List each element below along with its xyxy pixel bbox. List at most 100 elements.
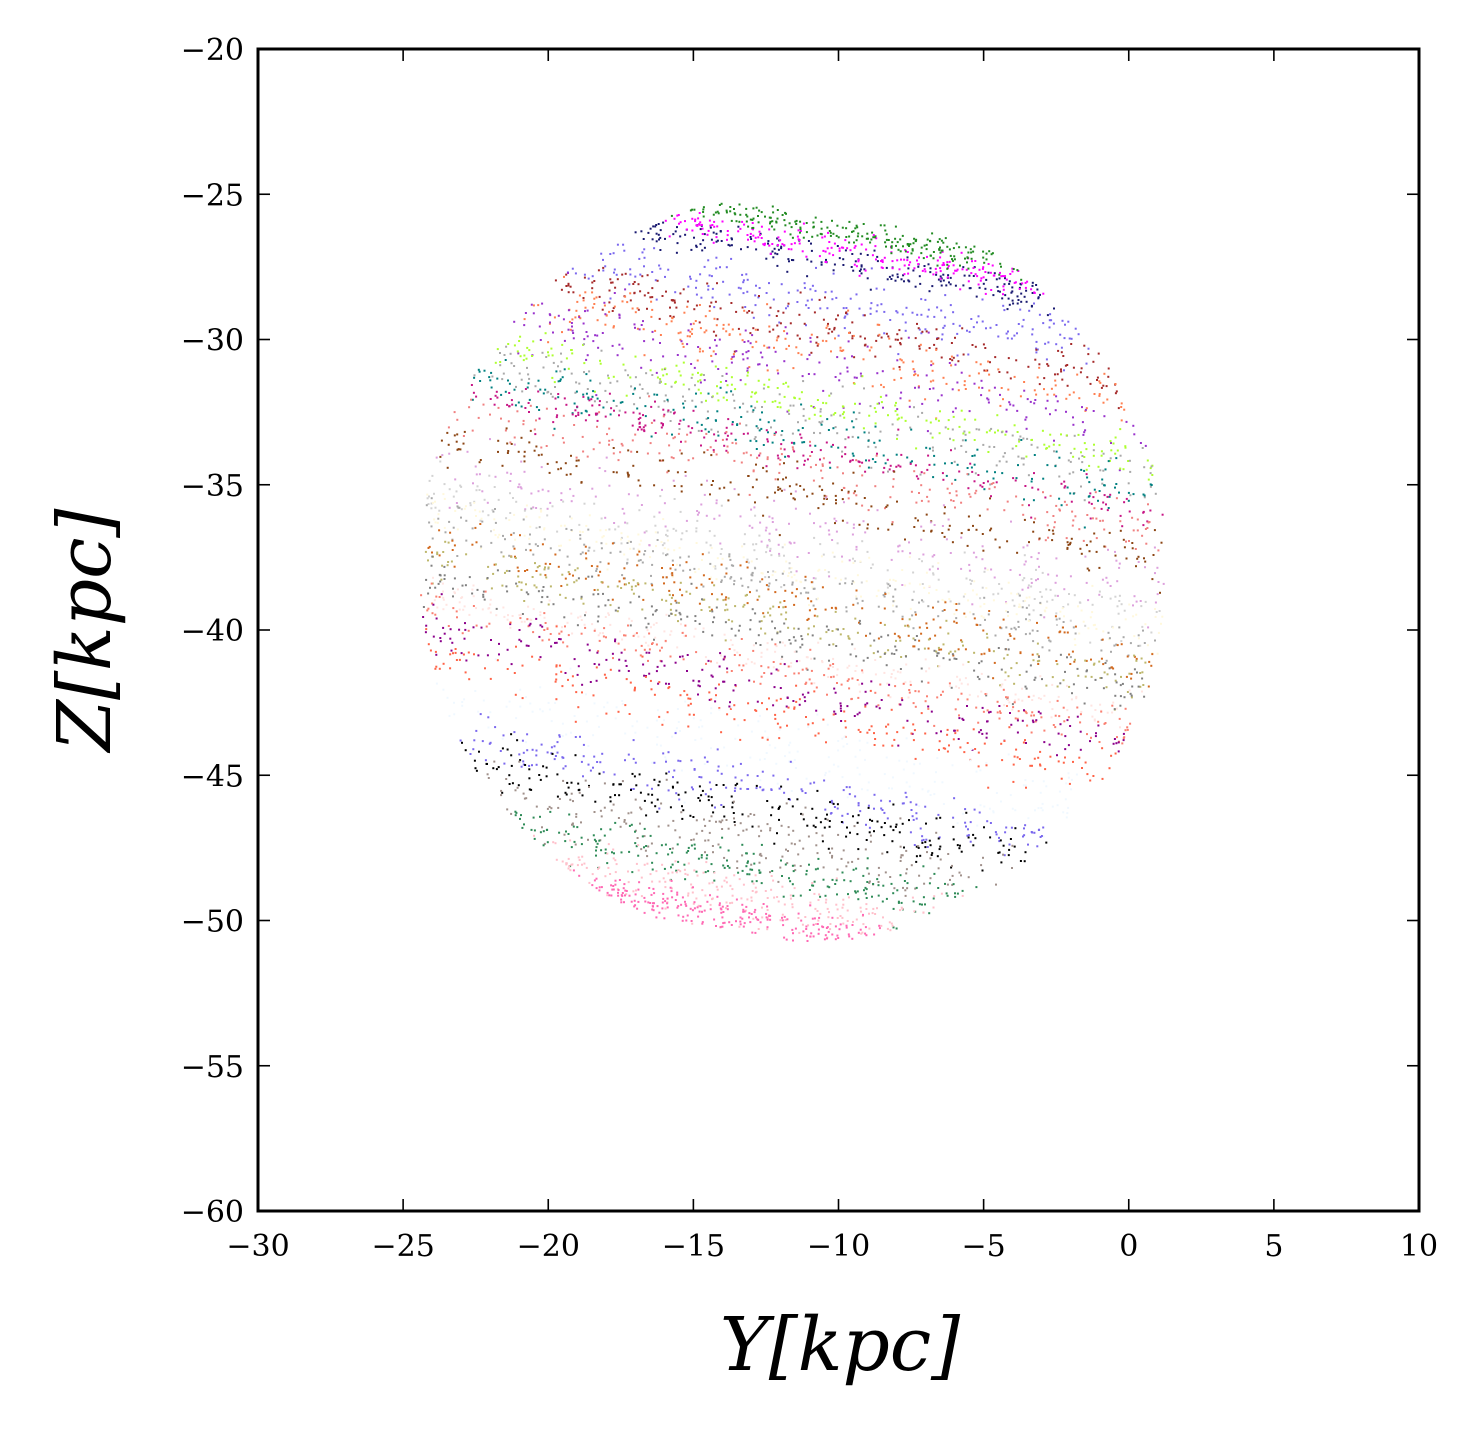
data-point xyxy=(855,545,858,548)
data-point xyxy=(841,519,844,522)
data-point xyxy=(602,266,605,269)
data-point xyxy=(818,361,821,364)
data-point xyxy=(1035,348,1038,351)
data-point xyxy=(703,436,706,439)
data-point xyxy=(683,311,686,314)
data-point xyxy=(496,348,499,351)
data-point xyxy=(476,588,479,591)
data-point xyxy=(672,594,674,597)
data-point xyxy=(643,340,646,343)
data-point xyxy=(730,361,733,364)
data-point xyxy=(952,311,955,314)
data-point xyxy=(1114,436,1117,439)
data-point xyxy=(716,385,718,388)
data-point xyxy=(569,473,572,476)
data-point xyxy=(853,246,856,249)
data-point xyxy=(536,545,539,547)
data-point xyxy=(479,459,482,461)
data-point xyxy=(806,258,809,261)
data-point xyxy=(924,700,927,703)
data-point xyxy=(887,414,889,417)
data-point xyxy=(844,315,847,318)
data-point xyxy=(987,360,990,363)
data-point xyxy=(796,460,799,463)
data-point xyxy=(434,500,436,503)
data-point xyxy=(1124,707,1127,710)
data-point xyxy=(885,332,888,335)
data-point xyxy=(1067,320,1070,323)
data-point xyxy=(867,509,870,512)
data-point xyxy=(439,640,442,643)
data-point xyxy=(752,207,755,210)
data-point xyxy=(937,646,940,649)
data-point xyxy=(754,304,757,307)
data-point xyxy=(861,235,864,238)
data-point xyxy=(842,628,845,630)
data-point xyxy=(719,230,722,233)
data-point xyxy=(716,661,719,664)
data-point xyxy=(972,250,975,253)
data-point xyxy=(785,560,788,563)
data-point xyxy=(639,416,642,419)
data-point xyxy=(926,315,929,318)
data-point xyxy=(638,328,641,331)
data-point xyxy=(607,585,610,588)
data-point xyxy=(523,534,526,537)
data-point xyxy=(807,240,810,242)
data-point xyxy=(481,520,484,523)
data-point xyxy=(941,264,944,267)
data-point xyxy=(528,543,531,546)
data-point xyxy=(1046,511,1049,514)
data-point xyxy=(810,249,813,252)
data-point xyxy=(859,560,862,563)
data-point xyxy=(1107,367,1110,370)
data-point xyxy=(948,682,951,685)
data-point xyxy=(659,249,662,251)
data-point xyxy=(700,296,703,299)
data-point xyxy=(460,516,462,519)
data-point xyxy=(1011,703,1014,706)
data-point xyxy=(853,490,856,493)
data-point xyxy=(908,582,911,585)
data-point xyxy=(963,274,966,277)
data-point xyxy=(557,468,560,471)
data-point xyxy=(821,488,824,491)
data-point xyxy=(619,550,622,553)
data-point xyxy=(922,553,925,556)
data-point xyxy=(1109,585,1112,587)
data-point xyxy=(792,448,795,451)
data-point xyxy=(613,541,616,544)
data-point xyxy=(875,454,878,457)
data-point xyxy=(587,396,590,399)
data-point xyxy=(548,322,551,325)
data-point xyxy=(632,592,635,595)
data-point xyxy=(898,636,901,639)
data-point xyxy=(627,449,630,452)
data-point xyxy=(643,635,646,638)
data-point xyxy=(1049,313,1052,316)
data-point xyxy=(525,644,528,647)
data-point xyxy=(1028,632,1031,635)
data-point xyxy=(896,333,899,336)
data-point xyxy=(949,600,952,603)
data-point xyxy=(937,399,940,402)
data-point xyxy=(1149,485,1152,488)
data-point xyxy=(783,622,786,625)
data-point xyxy=(494,521,497,524)
data-point xyxy=(645,530,648,533)
data-point xyxy=(672,479,675,482)
data-point xyxy=(808,678,811,681)
data-point xyxy=(585,392,588,395)
data-point xyxy=(646,629,649,632)
data-point xyxy=(558,549,561,552)
data-point xyxy=(642,598,645,601)
data-point xyxy=(698,223,700,226)
data-point xyxy=(641,608,644,611)
data-point xyxy=(620,538,622,541)
data-point xyxy=(948,248,951,251)
data-point xyxy=(1063,631,1066,634)
data-point xyxy=(939,270,942,273)
data-point xyxy=(914,690,917,693)
data-point xyxy=(724,609,727,612)
data-point xyxy=(981,732,984,735)
